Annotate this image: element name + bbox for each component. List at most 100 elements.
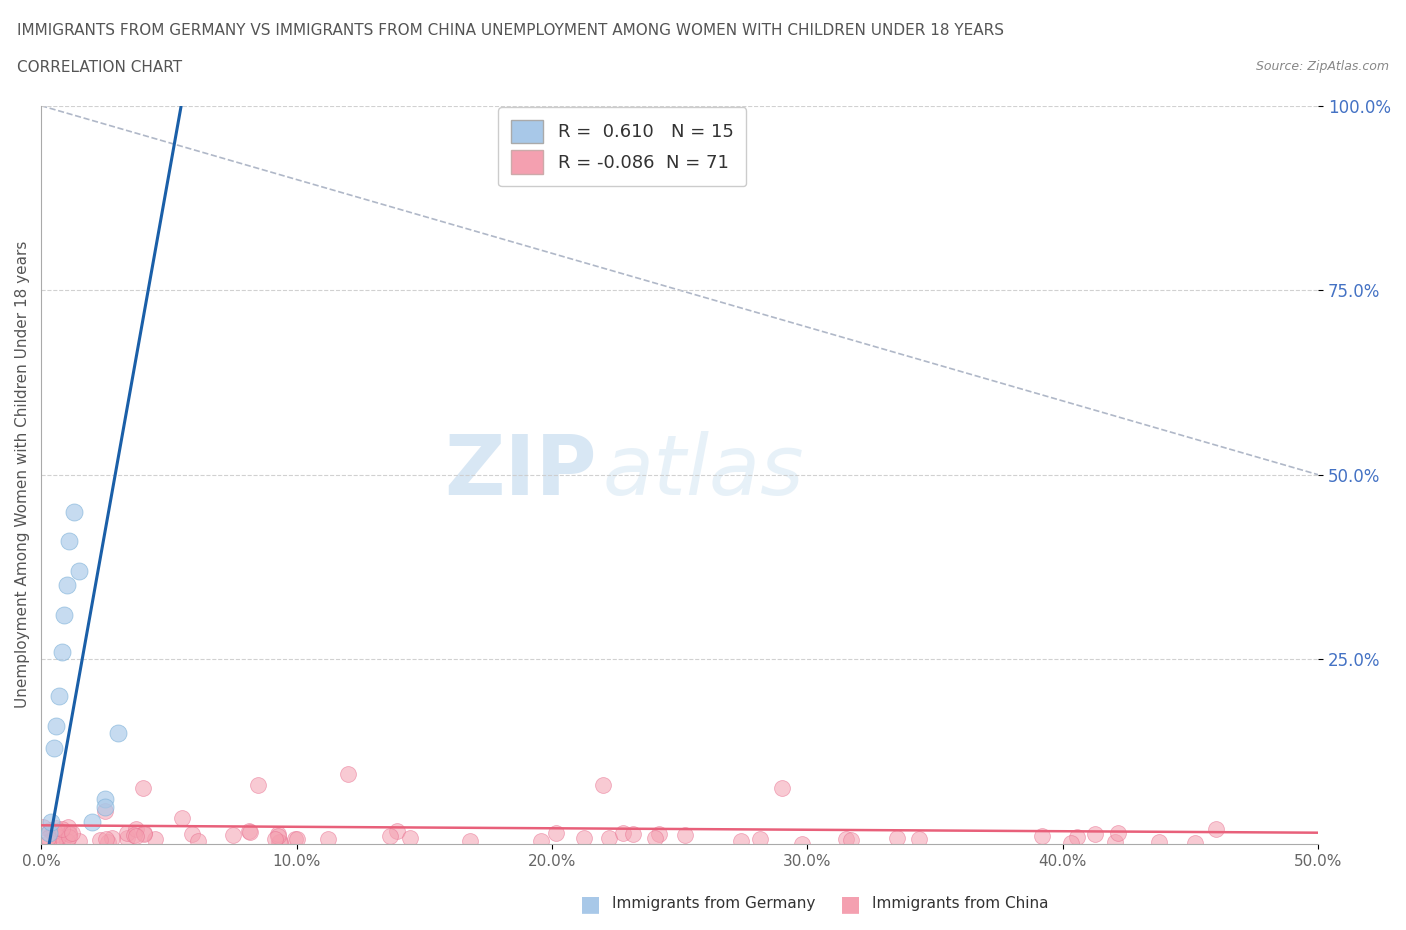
Point (55, 578, 77, 593)
Point (67, 833, 90, 848)
Text: Immigrants from China: Immigrants from China (872, 897, 1049, 911)
Text: CORRELATION CHART: CORRELATION CHART (17, 60, 181, 75)
Point (730, 833, 752, 848)
Point (1031, 829, 1053, 844)
Text: Source: ZipAtlas.com: Source: ZipAtlas.com (1256, 60, 1389, 73)
Point (460, 834, 482, 849)
Point (51, 644, 73, 659)
Point (267, 829, 290, 844)
Point (1084, 827, 1107, 842)
Point (45, 718, 67, 733)
Point (82, 814, 104, 829)
Point (834, 831, 856, 846)
Point (269, 835, 291, 850)
Point (222, 828, 245, 843)
Text: Immigrants from Germany: Immigrants from Germany (612, 897, 815, 911)
Point (644, 830, 666, 845)
Point (37, 835, 59, 850)
Point (1107, 826, 1129, 841)
Point (48, 823, 70, 838)
Text: atlas: atlas (603, 431, 804, 512)
Point (145, 831, 167, 846)
Point (336, 766, 359, 781)
Point (748, 832, 770, 847)
Point (181, 827, 204, 842)
Point (621, 827, 644, 842)
Text: ■: ■ (841, 894, 860, 914)
Point (42, 740, 65, 755)
Point (1104, 834, 1126, 849)
Point (285, 831, 308, 846)
Point (41, 814, 63, 829)
Point (100, 830, 122, 845)
Point (1066, 830, 1088, 844)
Point (51, 821, 73, 836)
Point (132, 826, 155, 841)
Point (385, 824, 408, 839)
Point (125, 821, 148, 836)
Point (51, 836, 73, 851)
Point (170, 811, 193, 826)
Point (267, 834, 290, 849)
Point (58, 825, 80, 840)
Point (187, 834, 209, 849)
Point (37, 830, 59, 845)
Point (673, 828, 696, 843)
Point (48, 689, 70, 704)
Point (97, 834, 120, 849)
Point (60, 825, 83, 840)
Point (841, 833, 863, 848)
Point (1205, 821, 1227, 836)
Point (886, 830, 908, 845)
Point (612, 826, 634, 841)
Point (53, 607, 76, 622)
Point (132, 781, 155, 796)
Point (94, 792, 117, 807)
Point (263, 831, 285, 846)
Point (94, 800, 117, 815)
Point (44, 824, 66, 839)
Point (58, 826, 80, 841)
Y-axis label: Unemployment Among Women with Children Under 18 years: Unemployment Among Women with Children U… (15, 241, 30, 709)
Point (266, 827, 288, 842)
Point (45, 830, 67, 845)
Point (648, 827, 671, 842)
Point (46, 826, 69, 841)
Point (46, 830, 69, 844)
Point (134, 825, 156, 840)
Point (790, 836, 813, 851)
Point (284, 831, 307, 846)
Point (41, 825, 63, 840)
Point (399, 830, 422, 845)
Point (544, 826, 567, 841)
Text: ■: ■ (581, 894, 600, 914)
Point (122, 828, 145, 843)
Point (56, 833, 79, 848)
Point (316, 831, 339, 846)
Point (598, 830, 620, 845)
Point (572, 830, 595, 845)
Point (1147, 834, 1170, 849)
Text: IMMIGRANTS FROM GERMANY VS IMMIGRANTS FROM CHINA UNEMPLOYMENT AMONG WOMEN WITH C: IMMIGRANTS FROM GERMANY VS IMMIGRANTS FR… (17, 23, 1004, 38)
Point (63, 504, 86, 519)
Point (107, 725, 129, 740)
Point (770, 781, 793, 796)
Point (1184, 835, 1206, 850)
Text: ZIP: ZIP (444, 431, 596, 512)
Point (45, 821, 67, 836)
Point (58, 534, 80, 549)
Point (239, 824, 262, 839)
Point (125, 829, 148, 844)
Point (94, 831, 117, 846)
Legend: R =  0.610   N = 15, R = -0.086  N = 71: R = 0.610 N = 15, R = -0.086 N = 71 (498, 107, 747, 186)
Point (32, 819, 55, 834)
Point (115, 830, 138, 845)
Point (58, 830, 80, 844)
Point (67, 564, 90, 578)
Point (1059, 835, 1081, 850)
Point (94, 804, 117, 818)
Point (56, 820, 79, 835)
Point (378, 829, 401, 844)
Point (908, 831, 931, 846)
Point (38, 825, 60, 840)
